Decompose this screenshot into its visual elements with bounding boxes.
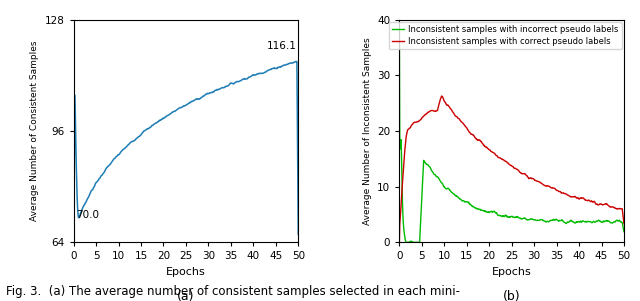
Text: (a): (a) [177,290,195,301]
Inconsistent samples with correct pseudo labels [438,94,445,98]
Y-axis label: Average Number of Consistent Samples: Average Number of Consistent Samples [30,41,39,221]
Inconsistent samples with incorrect pseudo labels [580,219,588,223]
Inconsistent samples with correct pseudo labels [518,172,525,175]
Text: 70.0: 70.0 [76,210,99,220]
Inconsistent samples with incorrect pseudo labels [530,218,538,222]
X-axis label: Epochs: Epochs [166,267,206,277]
Text: 116.1: 116.1 [267,41,297,51]
Inconsistent samples with incorrect pseudo labels [518,217,525,221]
Inconsistent samples with correct pseudo labels [615,207,623,210]
Inconsistent samples with correct pseudo labels [580,197,588,200]
Line: Inconsistent samples with incorrect pseudo labels: Inconsistent samples with incorrect pseu… [399,22,624,242]
Inconsistent samples with incorrect pseudo labels [504,216,512,219]
Legend: Inconsistent samples with incorrect pseudo labels, Inconsistent samples with cor: Inconsistent samples with incorrect pseu… [388,22,621,49]
Inconsistent samples with incorrect pseudo labels [403,240,410,244]
Inconsistent samples with incorrect pseudo labels [615,219,623,222]
Inconsistent samples with correct pseudo labels [396,240,403,244]
Inconsistent samples with incorrect pseudo labels [396,20,403,24]
X-axis label: Epochs: Epochs [492,267,532,277]
Text: Fig. 3.  (a) The average number of consistent samples selected in each mini-: Fig. 3. (a) The average number of consis… [6,285,460,298]
Inconsistent samples with correct pseudo labels [620,222,628,225]
Inconsistent samples with incorrect pseudo labels [620,230,628,234]
Inconsistent samples with correct pseudo labels [530,177,538,181]
Inconsistent samples with correct pseudo labels [504,161,512,165]
Line: Inconsistent samples with correct pseudo labels: Inconsistent samples with correct pseudo… [399,96,624,242]
Inconsistent samples with incorrect pseudo labels [502,214,510,217]
Y-axis label: Average Number of Inconsistent Samples: Average Number of Inconsistent Samples [363,37,372,225]
Text: (b): (b) [503,290,520,301]
Inconsistent samples with correct pseudo labels [502,160,510,163]
